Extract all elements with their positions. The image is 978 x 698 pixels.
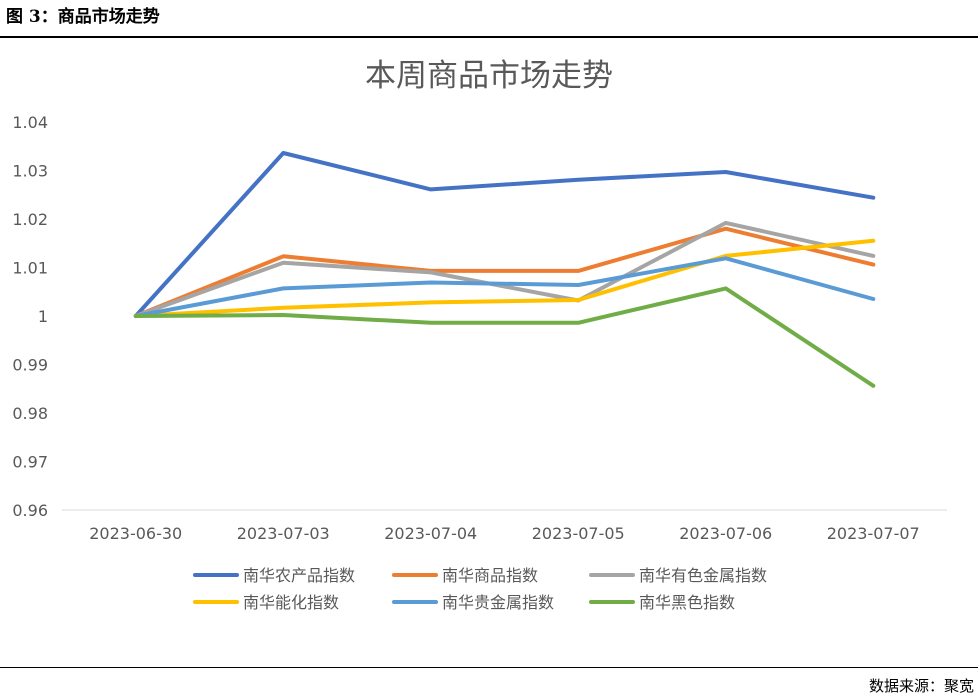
x-tick-label: 2023-07-06 [679,524,772,543]
legend-label: 南华商品指数 [442,566,538,585]
chart-title: 本周商品市场走势 [365,58,613,94]
y-tick-label: 0.98 [12,404,48,423]
series-line-3 [133,238,876,318]
top-rule [0,36,978,38]
y-tick-label: 1.01 [12,259,48,278]
x-tick-label: 2023-07-07 [827,524,920,543]
source-note: 数据来源：聚宽 [868,677,974,695]
series-line-4 [133,256,876,318]
y-axis-ticks: 0.96 0.97 0.98 0.99 1 1.01 1.02 1.03 1.04 [12,113,48,520]
x-axis-ticks: 2023-06-30 2023-07-03 2023-07-04 2023-07-05… [89,524,919,543]
legend-label: 南华贵金属指数 [442,593,554,612]
y-tick-label: 1 [38,307,48,326]
x-tick-label: 2023-07-04 [384,524,477,543]
legend-item: 南华农产品指数 [193,566,355,585]
series-line-1 [133,226,876,318]
legend-label: 南华黑色指数 [639,593,735,612]
bottom-rule [0,667,978,668]
legend-label: 南华有色金属指数 [639,566,767,585]
series-line-2 [133,220,876,318]
x-tick-label: 2023-06-30 [89,524,182,543]
series-line-0 [133,151,876,318]
legend-label: 南华农产品指数 [243,566,355,585]
figure-caption: 图 3：商品市场走势 [6,7,160,27]
legend-item: 南华商品指数 [392,566,538,585]
legend-item: 南华能化指数 [193,593,339,612]
x-tick-label: 2023-07-03 [237,524,330,543]
y-tick-label: 1.04 [12,113,48,132]
series-line-5 [133,286,876,388]
y-tick-label: 1.03 [12,162,48,181]
line-chart: 本周商品市场走势 0.96 0.97 0.98 0.99 1 1.01 1.02 1.03 1.… [12,58,947,612]
x-tick-label: 2023-07-05 [532,524,625,543]
y-tick-label: 0.99 [12,356,48,375]
y-tick-label: 1.02 [12,210,48,229]
series-lines [133,151,876,388]
y-tick-label: 0.96 [12,501,48,520]
legend-item: 南华黑色指数 [589,593,735,612]
legend-item: 南华有色金属指数 [589,566,767,585]
legend-label: 南华能化指数 [243,593,339,612]
y-tick-label: 0.97 [12,453,48,472]
legend-item: 南华贵金属指数 [392,593,554,612]
